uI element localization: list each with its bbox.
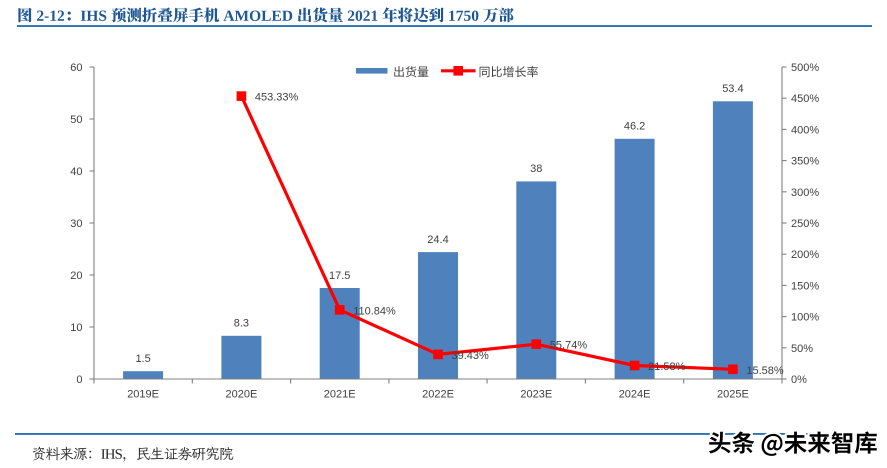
svg-text:2021E: 2021E <box>324 389 356 401</box>
svg-text:2024E: 2024E <box>619 389 651 401</box>
svg-text:250%: 250% <box>791 218 819 230</box>
svg-text:1.5: 1.5 <box>135 353 150 365</box>
svg-text:21.58%: 21.58% <box>648 361 686 373</box>
svg-text:40: 40 <box>70 166 82 178</box>
svg-text:55.74%: 55.74% <box>550 340 588 352</box>
svg-text:350%: 350% <box>791 156 819 168</box>
svg-text:500%: 500% <box>791 62 819 74</box>
svg-text:453.33%: 453.33% <box>255 92 299 104</box>
svg-text:46.2: 46.2 <box>624 121 645 133</box>
svg-text:2022E: 2022E <box>422 389 454 401</box>
svg-text:10: 10 <box>70 322 82 334</box>
svg-text:400%: 400% <box>791 124 819 136</box>
svg-text:450%: 450% <box>791 93 819 105</box>
svg-text:50%: 50% <box>791 343 813 355</box>
svg-text:200%: 200% <box>791 249 819 261</box>
svg-text:50: 50 <box>70 114 82 126</box>
svg-text:38: 38 <box>530 163 542 175</box>
svg-text:150%: 150% <box>791 280 819 292</box>
svg-text:15.58%: 15.58% <box>746 365 784 377</box>
svg-text:110.84%: 110.84% <box>353 305 396 317</box>
svg-text:100%: 100% <box>791 312 819 324</box>
svg-text:0: 0 <box>76 374 82 386</box>
svg-text:20: 20 <box>70 270 82 282</box>
svg-text:24.4: 24.4 <box>427 234 448 246</box>
svg-text:60: 60 <box>70 62 82 74</box>
svg-text:2025E: 2025E <box>717 389 749 401</box>
svg-text:300%: 300% <box>791 187 819 199</box>
svg-text:2023E: 2023E <box>520 389 552 401</box>
svg-text:2019E: 2019E <box>127 389 159 401</box>
svg-text:39.43%: 39.43% <box>452 350 490 362</box>
svg-text:30: 30 <box>70 218 82 230</box>
svg-text:0%: 0% <box>791 374 807 386</box>
svg-text:8.3: 8.3 <box>234 318 249 330</box>
svg-text:2020E: 2020E <box>225 389 257 401</box>
svg-text:53.4: 53.4 <box>722 83 743 95</box>
svg-text:17.5: 17.5 <box>329 270 350 282</box>
